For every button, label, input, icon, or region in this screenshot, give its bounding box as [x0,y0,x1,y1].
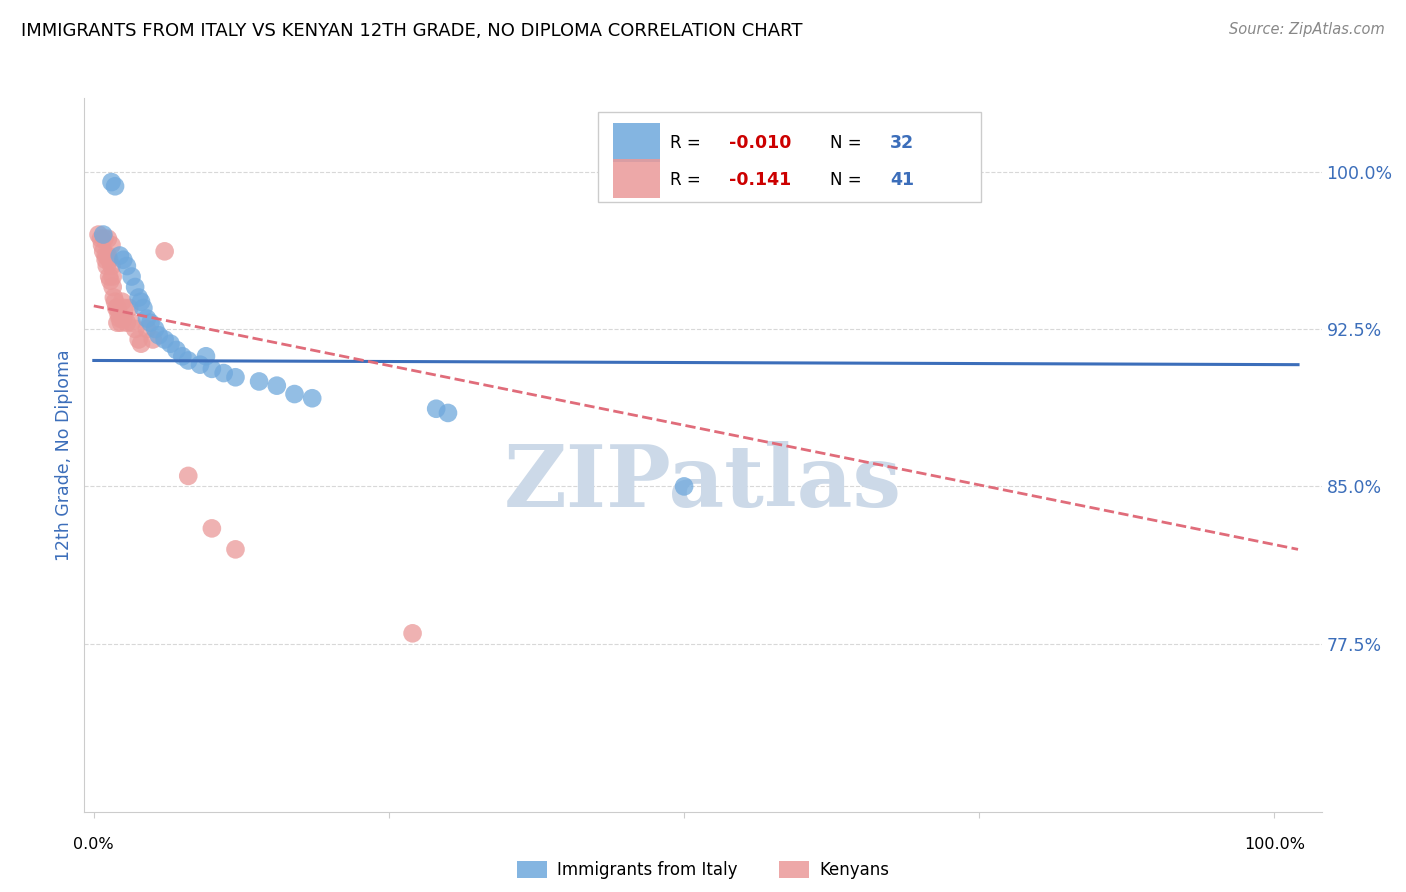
Point [107,316,129,330]
Point [425,401,447,416]
Text: N =: N = [831,171,868,189]
Point [94,252,117,267]
Point [118,301,141,315]
Point [124,280,146,294]
Point [194,349,217,363]
Point [153,244,176,259]
Point [87,227,110,242]
Point [212,366,235,380]
Point [91,244,114,259]
Point [177,353,200,368]
Y-axis label: 12th Grade, No Diploma: 12th Grade, No Diploma [55,349,73,561]
Point [201,521,224,535]
Point [104,294,127,309]
Point [108,248,131,262]
Point [108,311,131,326]
Point [94,248,117,262]
Point [224,542,246,557]
Text: 0.0%: 0.0% [73,837,114,852]
Point [437,406,460,420]
Point [673,479,696,493]
Point [143,322,166,336]
FancyBboxPatch shape [613,123,659,162]
Point [266,378,288,392]
Point [97,248,120,262]
Point [136,311,159,326]
Point [172,349,194,363]
Point [112,311,135,326]
Legend: Immigrants from Italy, Kenyans: Immigrants from Italy, Kenyans [510,854,896,886]
Point [96,259,118,273]
Point [103,291,125,305]
Point [165,343,187,357]
Point [104,179,127,194]
Point [129,294,152,309]
Point [121,316,143,330]
Point [90,232,112,246]
Point [283,387,305,401]
Point [201,362,224,376]
Point [224,370,246,384]
Text: Source: ZipAtlas.com: Source: ZipAtlas.com [1229,22,1385,37]
Point [128,291,150,305]
Point [188,358,211,372]
Text: IMMIGRANTS FROM ITALY VS KENYAN 12TH GRADE, NO DIPLOMA CORRELATION CHART: IMMIGRANTS FROM ITALY VS KENYAN 12TH GRA… [21,22,803,40]
Point [142,333,165,347]
Point [110,316,132,330]
Text: 32: 32 [890,134,914,152]
Text: 41: 41 [890,171,914,189]
Point [93,232,115,246]
Point [111,294,134,309]
Text: ZIPatlas: ZIPatlas [503,442,903,525]
Point [159,336,181,351]
Text: R =: R = [669,171,706,189]
Point [124,322,146,336]
Point [132,301,155,315]
Point [107,307,129,321]
Point [98,274,121,288]
Point [148,328,170,343]
Point [97,232,120,246]
Text: -0.010: -0.010 [728,134,792,152]
Point [177,469,200,483]
Point [100,175,122,189]
Point [105,301,128,315]
Point [247,375,270,389]
Point [129,336,152,351]
Point [115,259,138,273]
Point [100,259,122,273]
Point [401,626,423,640]
Point [101,280,124,294]
Point [136,322,159,336]
Point [115,316,138,330]
Point [121,269,143,284]
Text: N =: N = [831,134,868,152]
Point [91,238,114,252]
Text: R =: R = [669,134,706,152]
Point [301,391,323,405]
Point [128,333,150,347]
Point [153,333,176,347]
Point [139,316,162,330]
Point [101,269,124,284]
Point [112,252,135,267]
Text: -0.141: -0.141 [728,171,792,189]
FancyBboxPatch shape [613,159,659,198]
Point [98,252,121,267]
Point [114,301,136,315]
Point [91,227,114,242]
Point [100,238,122,252]
Text: 100.0%: 100.0% [1244,837,1305,852]
Point [98,269,121,284]
Point [107,301,129,315]
FancyBboxPatch shape [598,112,981,202]
